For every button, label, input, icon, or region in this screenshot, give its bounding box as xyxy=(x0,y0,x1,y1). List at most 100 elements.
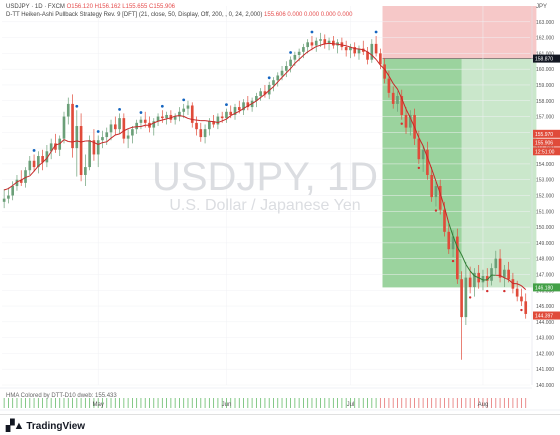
candle[interactable] xyxy=(75,110,79,177)
candle[interactable] xyxy=(366,47,369,65)
indicator-header[interactable]: D-TT Heiken-Ashi Pullback Strategy Rev. … xyxy=(6,12,352,18)
candle[interactable] xyxy=(109,119,113,141)
candle[interactable] xyxy=(357,45,361,60)
candle[interactable] xyxy=(152,118,156,136)
candle[interactable] xyxy=(233,103,237,120)
candle[interactable] xyxy=(58,135,62,157)
candle[interactable] xyxy=(314,37,318,52)
candle[interactable] xyxy=(408,110,412,136)
candle[interactable] xyxy=(460,271,463,360)
candle[interactable] xyxy=(41,149,44,171)
candle[interactable] xyxy=(28,156,32,175)
candle[interactable] xyxy=(15,174,19,191)
candle[interactable] xyxy=(464,261,468,325)
candle[interactable] xyxy=(490,263,493,286)
candle[interactable] xyxy=(37,151,40,174)
candle[interactable] xyxy=(19,170,23,187)
candle[interactable] xyxy=(122,113,126,144)
candle[interactable] xyxy=(332,36,335,49)
candle[interactable] xyxy=(263,84,267,98)
candle[interactable] xyxy=(49,138,53,160)
candle[interactable] xyxy=(498,249,502,283)
candle[interactable] xyxy=(7,187,10,204)
candle[interactable] xyxy=(45,144,49,168)
candle[interactable] xyxy=(79,113,83,182)
candle[interactable] xyxy=(430,167,433,202)
candle[interactable] xyxy=(520,288,523,307)
candle[interactable] xyxy=(473,268,476,297)
candle[interactable] xyxy=(417,130,421,164)
candle[interactable] xyxy=(242,99,245,115)
candle[interactable] xyxy=(404,107,408,134)
candle[interactable] xyxy=(276,72,280,87)
candle[interactable] xyxy=(485,268,489,288)
candle[interactable] xyxy=(374,36,378,57)
candle[interactable] xyxy=(216,113,220,130)
candle[interactable] xyxy=(118,113,121,134)
candle[interactable] xyxy=(370,39,374,63)
candle[interactable] xyxy=(32,154,36,172)
candle[interactable] xyxy=(507,261,510,283)
candle[interactable] xyxy=(250,97,254,112)
indicator-name[interactable]: D-TT Heiken-Ashi Pullback Strategy Rev. … xyxy=(6,12,263,18)
candle[interactable] xyxy=(434,181,438,207)
candle[interactable] xyxy=(84,154,87,187)
candle[interactable] xyxy=(400,89,404,120)
candle[interactable] xyxy=(203,124,207,144)
candle[interactable] xyxy=(396,91,399,112)
candle[interactable] xyxy=(494,250,498,275)
candle[interactable] xyxy=(284,61,288,78)
candle[interactable] xyxy=(323,34,327,49)
candle[interactable] xyxy=(126,129,130,149)
candle[interactable] xyxy=(54,133,57,153)
candle[interactable] xyxy=(391,86,395,109)
candle[interactable] xyxy=(383,58,386,84)
candle[interactable] xyxy=(310,36,314,51)
candle[interactable] xyxy=(340,37,344,51)
candle[interactable] xyxy=(421,144,425,172)
candle[interactable] xyxy=(455,228,459,284)
candle[interactable] xyxy=(66,97,70,125)
candle[interactable] xyxy=(11,181,15,201)
candle[interactable] xyxy=(182,103,186,119)
candle[interactable] xyxy=(190,102,194,128)
candle[interactable] xyxy=(272,77,275,92)
symbol-info[interactable]: USDJPY · 1D · FXCM xyxy=(6,4,65,10)
candle[interactable] xyxy=(101,130,104,149)
candle[interactable] xyxy=(173,113,177,125)
candle[interactable] xyxy=(225,108,228,123)
candle[interactable] xyxy=(447,223,451,254)
candle[interactable] xyxy=(306,39,310,54)
candle[interactable] xyxy=(246,96,250,111)
candle[interactable] xyxy=(195,116,198,136)
candle[interactable] xyxy=(2,189,6,209)
candle[interactable] xyxy=(199,122,203,142)
candle[interactable] xyxy=(178,107,181,122)
candle[interactable] xyxy=(361,40,365,55)
candle[interactable] xyxy=(92,129,96,161)
candle[interactable] xyxy=(438,179,442,215)
candle[interactable] xyxy=(71,94,74,158)
candle[interactable] xyxy=(344,40,348,57)
candle[interactable] xyxy=(62,111,66,144)
candle[interactable] xyxy=(186,100,190,115)
candle[interactable] xyxy=(259,88,262,101)
candle[interactable] xyxy=(353,42,357,57)
candle[interactable] xyxy=(289,56,292,73)
candle[interactable] xyxy=(336,39,339,54)
candle[interactable] xyxy=(426,141,429,180)
candle[interactable] xyxy=(255,92,258,108)
candle[interactable] xyxy=(349,43,352,59)
symbol-header[interactable]: USDJPY · 1D · FXCM O156.120 H156.162 L15… xyxy=(6,4,175,10)
candle[interactable] xyxy=(156,113,160,127)
candle[interactable] xyxy=(169,110,173,123)
candle[interactable] xyxy=(131,126,134,144)
candle[interactable] xyxy=(503,264,506,288)
candle[interactable] xyxy=(113,116,117,136)
candle[interactable] xyxy=(165,111,168,125)
candle[interactable] xyxy=(160,110,164,123)
candle[interactable] xyxy=(524,293,528,319)
tradingview-logo[interactable]: ▞▲ TradingView xyxy=(6,419,85,432)
candle[interactable] xyxy=(139,116,143,130)
